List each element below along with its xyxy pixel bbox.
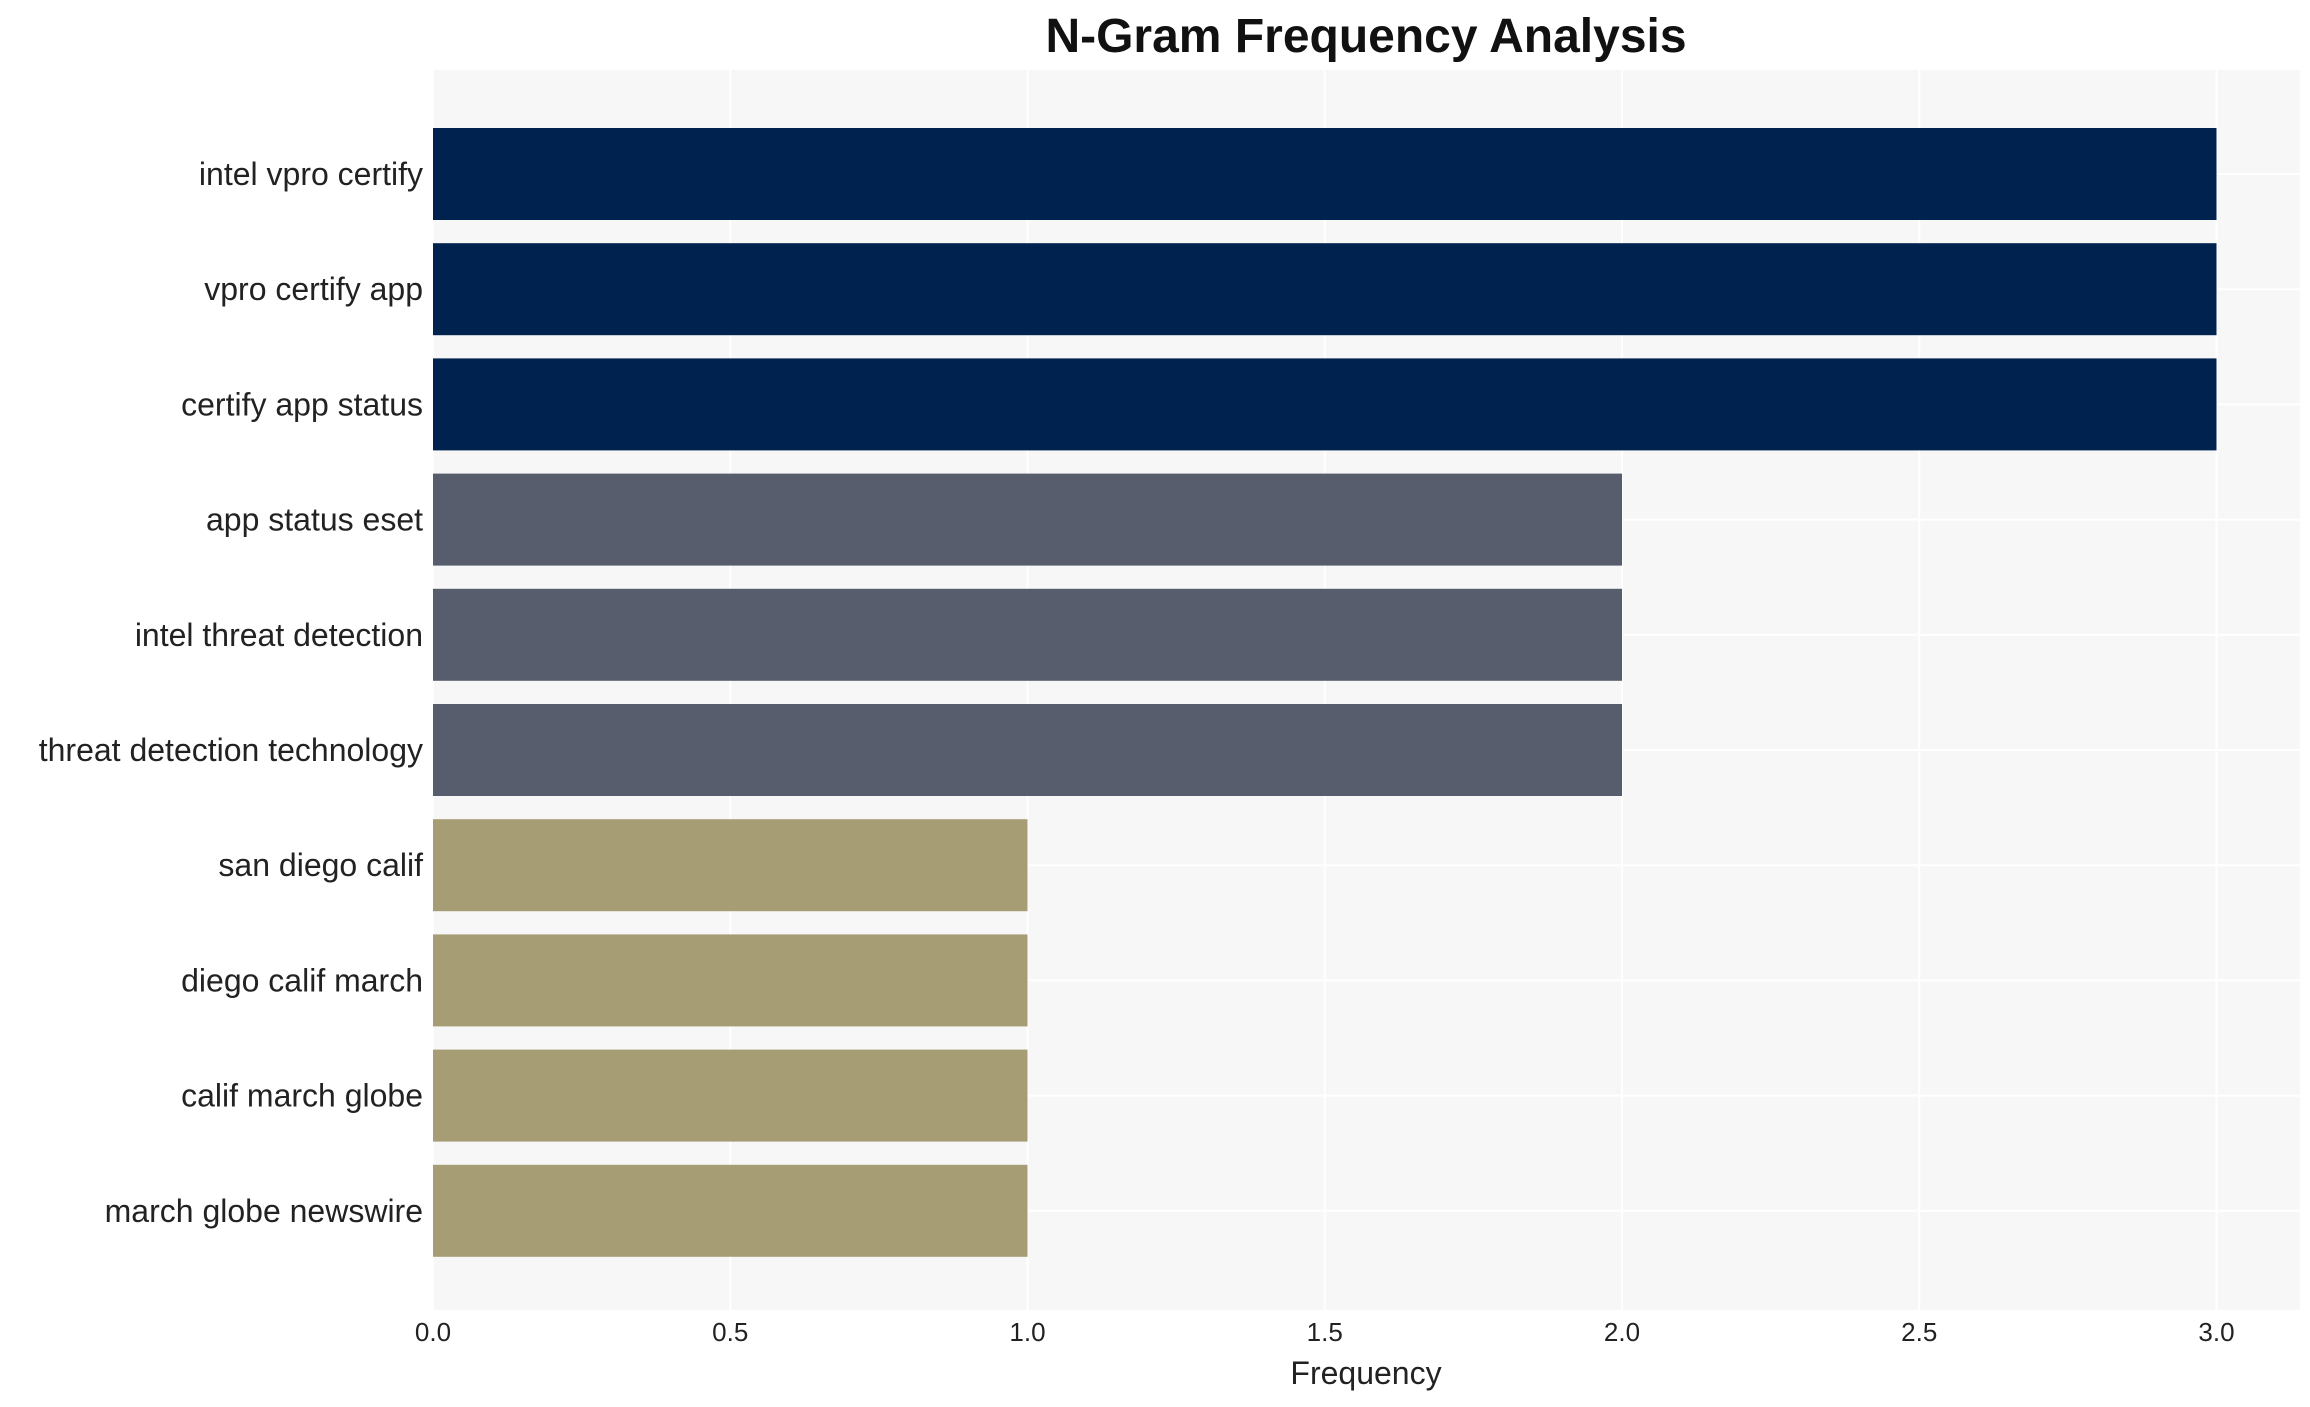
category-label-9: march globe newswire [105, 1193, 423, 1229]
bar-2 [433, 358, 2217, 451]
x-axis-label: Frequency [1290, 1355, 1441, 1391]
category-label-7: diego calif march [181, 962, 423, 998]
category-label-6: san diego calif [218, 847, 423, 883]
category-label-0: intel vpro certify [199, 156, 423, 192]
bar-6 [433, 819, 1028, 912]
bar-0 [433, 128, 2217, 220]
bar-1 [433, 243, 2217, 336]
x-tick-label-4: 2.0 [1604, 1317, 1640, 1347]
x-tick-label-6: 3.0 [2198, 1317, 2234, 1347]
x-tick-label-2: 1.0 [1009, 1317, 1045, 1347]
bar-9 [433, 1164, 1028, 1257]
category-label-2: certify app status [181, 386, 423, 422]
bar-5 [433, 704, 1622, 796]
category-label-3: app status eset [206, 502, 423, 538]
category-label-1: vpro certify app [204, 271, 423, 307]
category-label-5: threat detection technology [39, 732, 423, 768]
x-tick-label-1: 0.5 [712, 1317, 748, 1347]
x-tick-label-5: 2.5 [1901, 1317, 1937, 1347]
x-tick-labels: 0.0 0.5 1.0 1.5 2.0 2.5 3.0 [415, 1317, 2235, 1347]
category-labels: intel vpro certify vpro certify app certif… [39, 156, 423, 1229]
x-tick-label-3: 1.5 [1307, 1317, 1343, 1347]
bars [433, 128, 2217, 1257]
category-label-4: intel threat detection [135, 617, 423, 653]
chart-title: N-Gram Frequency Analysis [1045, 10, 1686, 63]
bar-3 [433, 473, 1622, 566]
bar-7 [433, 934, 1028, 1027]
x-tick-label-0: 0.0 [415, 1317, 451, 1347]
category-label-8: calif march globe [181, 1078, 423, 1114]
bar-8 [433, 1049, 1028, 1142]
bar-4 [433, 588, 1622, 681]
